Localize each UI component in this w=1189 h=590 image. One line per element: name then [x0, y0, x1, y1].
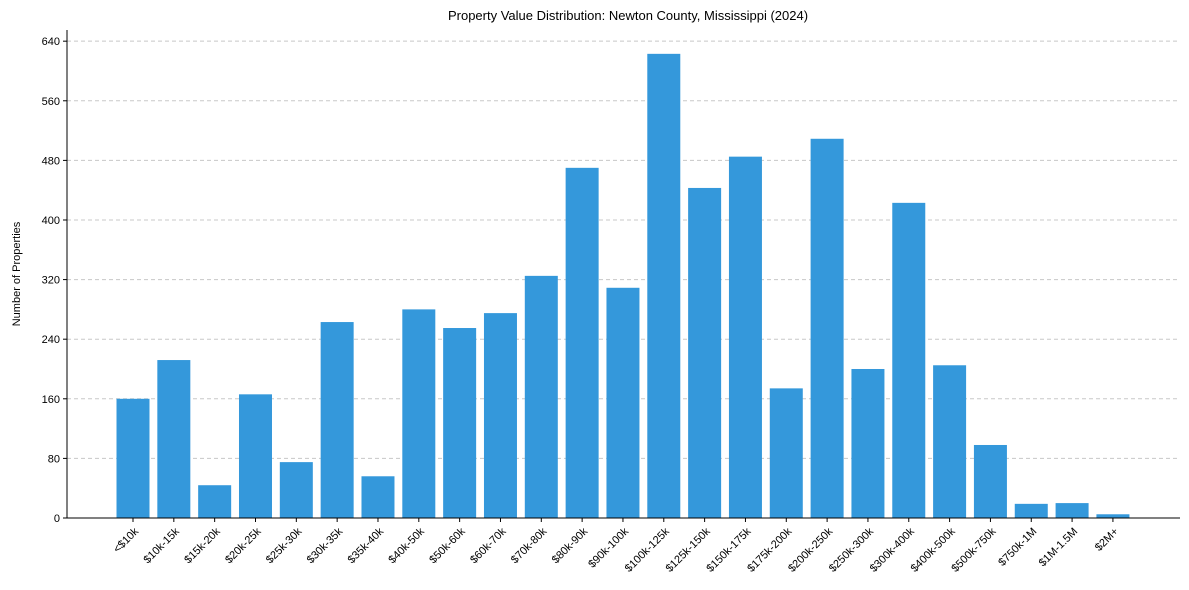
y-axis-label: Number of Properties — [11, 221, 23, 326]
y-tick-label: 0 — [54, 513, 60, 525]
x-tick-label: <$10k — [111, 525, 141, 555]
bar — [483, 313, 517, 518]
bar — [851, 368, 885, 518]
bar — [1014, 503, 1048, 518]
bar — [1096, 514, 1130, 518]
x-tick-label: $30k-35k — [305, 525, 346, 566]
bar — [565, 167, 599, 518]
bar — [728, 156, 762, 518]
bar — [1055, 503, 1089, 518]
x-tick-label: $40k-50k — [386, 525, 427, 566]
bar — [198, 485, 232, 518]
bar — [647, 53, 681, 519]
x-tick-label: $25k-30k — [264, 525, 305, 566]
y-tick-label: 320 — [42, 275, 60, 287]
y-tick-label: 160 — [42, 394, 60, 406]
bar — [973, 444, 1007, 518]
x-tick-label: $35k-40k — [346, 525, 387, 566]
x-tick-label: $15k-20k — [182, 525, 223, 566]
bar — [238, 394, 272, 518]
bar — [402, 309, 436, 518]
y-tick-label: 640 — [42, 36, 60, 48]
x-tick-label: $500k-750k — [949, 525, 998, 574]
bar — [116, 398, 150, 518]
x-tick-label: $10k-15k — [141, 525, 182, 566]
bar — [769, 388, 803, 518]
x-tick-label: $750k-1M — [996, 526, 1039, 569]
y-tick-label: 400 — [42, 215, 60, 227]
y-tick-label: 480 — [42, 155, 60, 167]
bar — [320, 322, 354, 518]
bar — [688, 187, 722, 518]
bar — [933, 365, 967, 518]
bar — [810, 138, 844, 518]
bar — [157, 360, 191, 518]
bar — [606, 287, 640, 518]
bar — [892, 202, 926, 518]
x-tick-label: $70k-80k — [509, 525, 550, 566]
chart-title: Property Value Distribution: Newton Coun… — [448, 8, 808, 23]
bar — [361, 476, 395, 518]
bar — [279, 462, 313, 518]
y-tick-label: 560 — [42, 96, 60, 108]
x-tick-label: $20k-25k — [223, 525, 264, 566]
bar — [443, 328, 477, 518]
y-tick-label: 80 — [48, 453, 60, 465]
x-tick-label: $60k-70k — [468, 525, 509, 566]
bar — [524, 275, 558, 518]
x-tick-label: $1M-1.5M — [1037, 526, 1081, 570]
x-tick-label: $2M+ — [1093, 526, 1121, 554]
x-tick-label: $80k-90k — [550, 525, 591, 566]
x-tick-label: $50k-60k — [427, 525, 468, 566]
y-tick-label: 240 — [42, 334, 60, 346]
